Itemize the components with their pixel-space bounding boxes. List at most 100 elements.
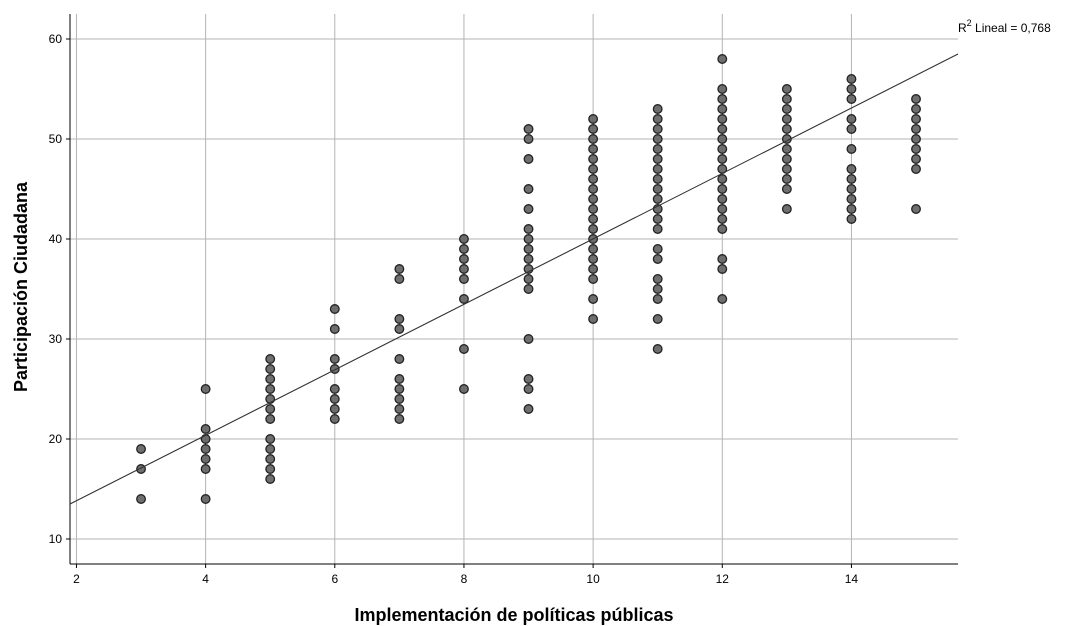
data-point (846, 94, 857, 104)
data-point (717, 184, 728, 194)
data-point (846, 204, 857, 214)
data-point (588, 214, 599, 224)
y-tick-label: 40 (49, 232, 63, 246)
x-tick-label: 4 (202, 572, 209, 586)
data-point (200, 494, 211, 504)
data-point (523, 404, 534, 414)
data-point (329, 414, 340, 424)
data-point (846, 144, 857, 154)
data-point (523, 224, 534, 234)
data-point (458, 244, 469, 254)
data-point (717, 214, 728, 224)
data-point (652, 294, 663, 304)
data-point (200, 424, 211, 434)
data-point (136, 494, 146, 504)
data-point (652, 224, 663, 234)
data-point (265, 414, 276, 424)
data-point (781, 114, 792, 124)
data-point (781, 154, 792, 164)
data-point (329, 404, 340, 414)
data-point (717, 154, 728, 164)
data-point (846, 84, 857, 94)
data-points (136, 54, 921, 504)
regression-line (69, 53, 959, 505)
data-point (588, 154, 599, 164)
data-point (652, 214, 663, 224)
data-point (717, 54, 728, 64)
x-tick-label: 2 (73, 572, 80, 586)
data-point (717, 124, 728, 134)
data-point (781, 124, 792, 134)
data-point (652, 144, 663, 154)
data-point (652, 314, 663, 324)
x-axis-ticks: 2 4 6 8 10 12 14 (73, 564, 858, 586)
y-tick-label: 10 (49, 532, 63, 546)
data-point (846, 214, 857, 224)
data-point (846, 164, 857, 174)
data-point (265, 404, 276, 414)
data-point (911, 144, 921, 154)
data-point (717, 94, 728, 104)
data-point (200, 444, 211, 454)
data-point (588, 184, 599, 194)
data-point (523, 374, 534, 384)
data-point (588, 174, 599, 184)
data-point (652, 284, 663, 294)
y-gridlines (70, 38, 958, 540)
data-point (329, 354, 340, 364)
data-point (717, 174, 728, 184)
data-point (394, 414, 405, 424)
data-point (717, 84, 728, 94)
x-tick-label: 12 (716, 572, 730, 586)
data-point (523, 134, 534, 144)
data-point (717, 204, 728, 214)
data-point (394, 274, 405, 284)
data-point (588, 254, 599, 264)
data-point (523, 254, 534, 264)
data-point (329, 364, 340, 374)
data-point (329, 384, 340, 394)
data-point (588, 264, 599, 274)
data-point (846, 74, 857, 84)
data-point (652, 274, 663, 284)
data-point (652, 194, 663, 204)
data-point (911, 204, 921, 214)
data-point (265, 384, 276, 394)
x-axis-title: Implementación de políticas públicas (354, 605, 673, 625)
data-point (394, 404, 405, 414)
data-point (781, 204, 792, 214)
r-squared-annotation: R2 Lineal = 0,768 (958, 18, 1051, 35)
data-point (394, 374, 405, 384)
data-point (911, 114, 921, 124)
data-point (458, 254, 469, 264)
data-point (911, 104, 921, 114)
data-point (200, 464, 211, 474)
data-point (911, 154, 921, 164)
data-point (329, 304, 340, 314)
data-point (329, 324, 340, 334)
data-point (394, 354, 405, 364)
data-point (588, 244, 599, 254)
y-tick-label: 60 (49, 32, 63, 46)
y-axis-title: Participación Ciudadana (11, 181, 31, 392)
data-point (394, 264, 405, 274)
data-point (652, 114, 663, 124)
data-point (458, 234, 469, 244)
data-point (652, 254, 663, 264)
data-point (458, 344, 469, 354)
y-tick-label: 20 (49, 432, 63, 446)
data-point (781, 184, 792, 194)
data-point (717, 224, 728, 234)
data-point (781, 94, 792, 104)
data-point (523, 234, 534, 244)
data-point (523, 274, 534, 284)
data-point (846, 184, 857, 194)
data-point (717, 104, 728, 114)
data-point (265, 444, 276, 454)
data-point (200, 454, 211, 464)
data-point (652, 244, 663, 254)
data-point (265, 434, 276, 444)
data-point (781, 164, 792, 174)
data-point (588, 224, 599, 234)
data-point (588, 204, 599, 214)
